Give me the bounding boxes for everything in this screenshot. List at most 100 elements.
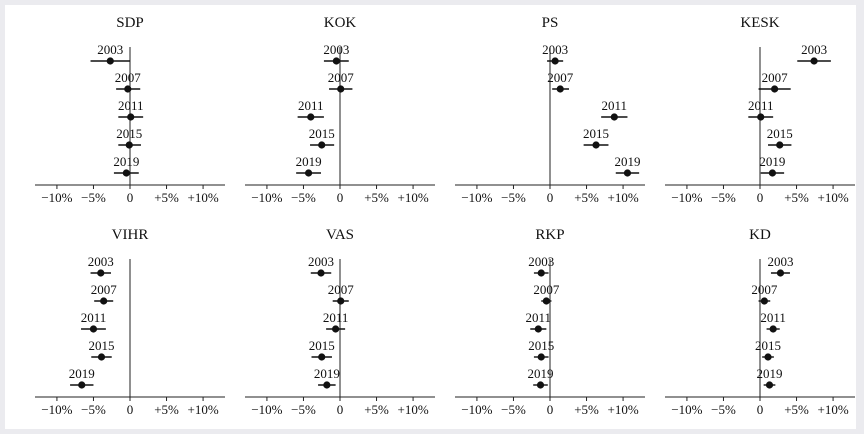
year-label: 2015: [89, 338, 115, 353]
x-tick-label: 0: [547, 190, 554, 205]
data-point-2003: [551, 57, 559, 65]
year-label: 2015: [309, 338, 335, 353]
panel-title: KD: [749, 227, 771, 243]
year-label: 2019: [757, 366, 783, 381]
data-point-2007: [760, 297, 768, 305]
panel-title: KOK: [324, 15, 357, 31]
year-label: 2015: [528, 338, 554, 353]
x-tick-label: 0: [757, 402, 764, 417]
x-tick-label: −10%: [671, 402, 702, 417]
data-point-2019: [78, 381, 86, 389]
year-label: 2011: [526, 310, 552, 325]
year-label: 2015: [116, 126, 142, 141]
data-point-2019: [304, 169, 313, 177]
year-label: 2007: [91, 282, 118, 297]
x-tick-label: −5%: [291, 402, 316, 417]
data-point-2019: [323, 381, 331, 389]
panel-kok: KOK −10% −5% 0 +5% +10% 2003 2007 2011 2015 2019: [245, 15, 435, 205]
x-tick-label: +5%: [364, 402, 389, 417]
panel-title: VAS: [326, 227, 354, 243]
data-point-2015: [97, 353, 106, 361]
year-label: 2003: [323, 42, 349, 57]
x-tick-label: −10%: [461, 402, 492, 417]
data-point-2007: [542, 297, 550, 305]
panel-rkp: RKP −10% −5% 0 +5% +10% 2003 2007 2011 2015 2019: [455, 227, 645, 417]
data-point-2011: [127, 113, 135, 121]
panel-kd: KD −10% −5% 0 +5% +10% 2003 2007 2011 2015 2019: [665, 227, 855, 417]
year-label: 2015: [767, 126, 793, 141]
year-label: 2019: [69, 366, 95, 381]
x-tick-label: −10%: [41, 402, 72, 417]
x-tick-label: −5%: [291, 190, 316, 205]
x-tick-label: +10%: [397, 402, 428, 417]
data-point-2015: [318, 353, 326, 361]
data-point-2011: [307, 113, 315, 121]
year-label: 2007: [533, 282, 560, 297]
panel-vas: VAS −10% −5% 0 +5% +10% 2003 2007 2011 2015 2019: [245, 227, 435, 417]
data-point-2011: [89, 325, 98, 333]
year-label: 2007: [547, 70, 574, 85]
year-label: 2007: [328, 70, 355, 85]
x-tick-label: +5%: [154, 402, 179, 417]
year-label: 2003: [801, 42, 827, 57]
x-tick-label: −5%: [501, 402, 526, 417]
data-point-2015: [764, 353, 772, 361]
year-label: 2003: [528, 254, 554, 269]
x-tick-label: +5%: [784, 190, 809, 205]
x-tick-label: 0: [127, 190, 134, 205]
year-label: 2003: [542, 42, 568, 57]
data-point-2007: [124, 85, 132, 93]
panel-title: PS: [542, 15, 559, 31]
data-point-2007: [556, 85, 564, 93]
data-point-2003: [97, 269, 105, 277]
data-point-2007: [337, 85, 345, 93]
year-label: 2003: [88, 254, 114, 269]
year-label: 2007: [751, 282, 778, 297]
data-point-2015: [592, 141, 600, 149]
year-label: 2019: [314, 366, 340, 381]
x-tick-label: +10%: [397, 190, 428, 205]
year-label: 2011: [748, 98, 774, 113]
data-point-2011: [332, 325, 340, 333]
x-tick-label: −5%: [501, 190, 526, 205]
panel-title: VIHR: [112, 227, 149, 243]
x-tick-label: −5%: [711, 402, 736, 417]
panel-ps: PS −10% −5% 0 +5% +10% 2003 2007 2011 2015 2019: [455, 15, 645, 205]
year-label: 2007: [328, 282, 355, 297]
x-tick-label: 0: [547, 402, 554, 417]
x-tick-label: 0: [337, 402, 344, 417]
year-label: 2015: [309, 126, 335, 141]
x-tick-label: 0: [757, 190, 764, 205]
x-tick-label: −10%: [41, 190, 72, 205]
data-point-2015: [125, 141, 133, 149]
x-tick-label: −5%: [81, 190, 106, 205]
data-point-2019: [623, 169, 632, 177]
x-tick-label: +10%: [187, 190, 218, 205]
year-label: 2007: [762, 70, 789, 85]
x-tick-label: +10%: [607, 402, 638, 417]
data-point-2015: [776, 141, 784, 149]
data-point-2015: [318, 141, 326, 149]
panel-kesk: KESK −10% −5% 0 +5% +10% 2003 2007 2011 2015 2019: [665, 15, 855, 205]
data-point-2003: [810, 57, 818, 65]
data-point-2007: [337, 297, 345, 305]
facet-chart: SDP−10% −5% 0 +5% +10%20032007201120152019KO…: [35, 15, 855, 417]
x-tick-label: −5%: [81, 402, 106, 417]
year-label: 2011: [81, 310, 107, 325]
year-label: 2019: [528, 366, 554, 381]
x-tick-label: −10%: [251, 402, 282, 417]
data-point-2011: [534, 325, 542, 333]
year-label: 2007: [115, 70, 142, 85]
x-tick-label: +5%: [574, 402, 599, 417]
data-point-2003: [776, 269, 785, 277]
panel-sdp: SDP −10% −5% 0 +5% +10% 2003 2007 2011 2015 2019: [35, 15, 225, 205]
data-point-2007: [771, 85, 779, 93]
data-point-2003: [106, 57, 114, 65]
panel-title: RKP: [535, 227, 564, 243]
x-tick-label: +5%: [574, 190, 599, 205]
year-label: 2019: [614, 154, 640, 169]
x-tick-label: +10%: [817, 402, 848, 417]
x-tick-label: −10%: [251, 190, 282, 205]
panel-vihr: VIHR −10% −5% 0 +5% +10% 2003 2007 2011 2015 2019: [35, 227, 225, 417]
data-point-2003: [332, 57, 340, 65]
